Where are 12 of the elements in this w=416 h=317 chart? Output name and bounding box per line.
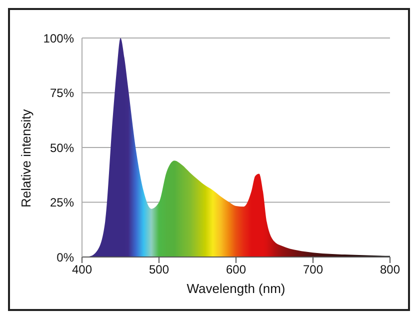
x-tick-label: 600 [226,262,246,277]
y-tick-label: 100% [43,31,74,46]
y-tick-label: 75% [50,86,74,100]
y-tick-label: 0% [56,250,74,264]
y-tick-label: 50% [50,140,74,155]
x-axis-title: Wavelength (nm) [186,281,286,296]
x-tick-label: 700 [302,262,324,277]
y-axis-title: Relative intensity [18,108,34,208]
y-tick-label: 25% [50,196,74,210]
x-tick-label: 800 [380,262,400,277]
x-tick-label: 500 [148,262,170,277]
x-tick-label: 400 [72,262,92,277]
